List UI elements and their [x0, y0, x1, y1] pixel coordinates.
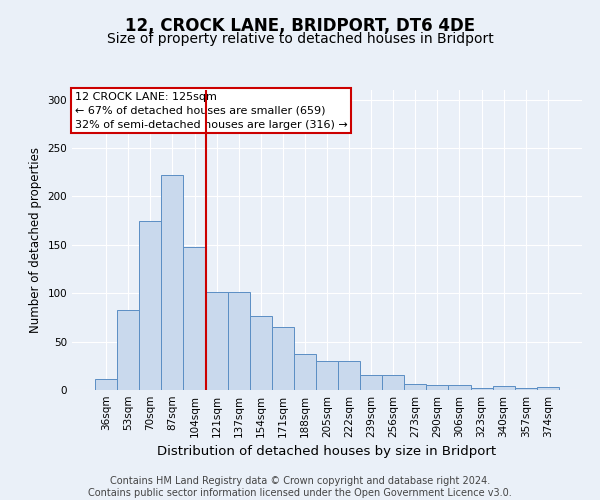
Bar [95, 380, 117, 390]
Bar [161, 175, 184, 390]
Bar [139, 220, 161, 390]
Bar [117, 310, 139, 390]
Bar [470, 388, 493, 390]
Bar [537, 387, 559, 390]
Bar [184, 247, 206, 390]
Bar [227, 292, 250, 390]
Text: Contains HM Land Registry data © Crown copyright and database right 2024.
Contai: Contains HM Land Registry data © Crown c… [88, 476, 512, 498]
Bar [404, 384, 427, 390]
Text: Size of property relative to detached houses in Bridport: Size of property relative to detached ho… [107, 32, 493, 46]
Bar [427, 385, 448, 390]
Bar [206, 292, 227, 390]
Text: 12 CROCK LANE: 125sqm
← 67% of detached houses are smaller (659)
32% of semi-det: 12 CROCK LANE: 125sqm ← 67% of detached … [74, 92, 347, 130]
Text: 12, CROCK LANE, BRIDPORT, DT6 4DE: 12, CROCK LANE, BRIDPORT, DT6 4DE [125, 18, 475, 36]
Bar [250, 316, 272, 390]
X-axis label: Distribution of detached houses by size in Bridport: Distribution of detached houses by size … [157, 446, 497, 458]
Bar [272, 327, 294, 390]
Bar [493, 386, 515, 390]
Bar [382, 376, 404, 390]
Y-axis label: Number of detached properties: Number of detached properties [29, 147, 42, 333]
Bar [448, 385, 470, 390]
Bar [316, 361, 338, 390]
Bar [294, 354, 316, 390]
Bar [360, 376, 382, 390]
Bar [515, 388, 537, 390]
Bar [338, 361, 360, 390]
